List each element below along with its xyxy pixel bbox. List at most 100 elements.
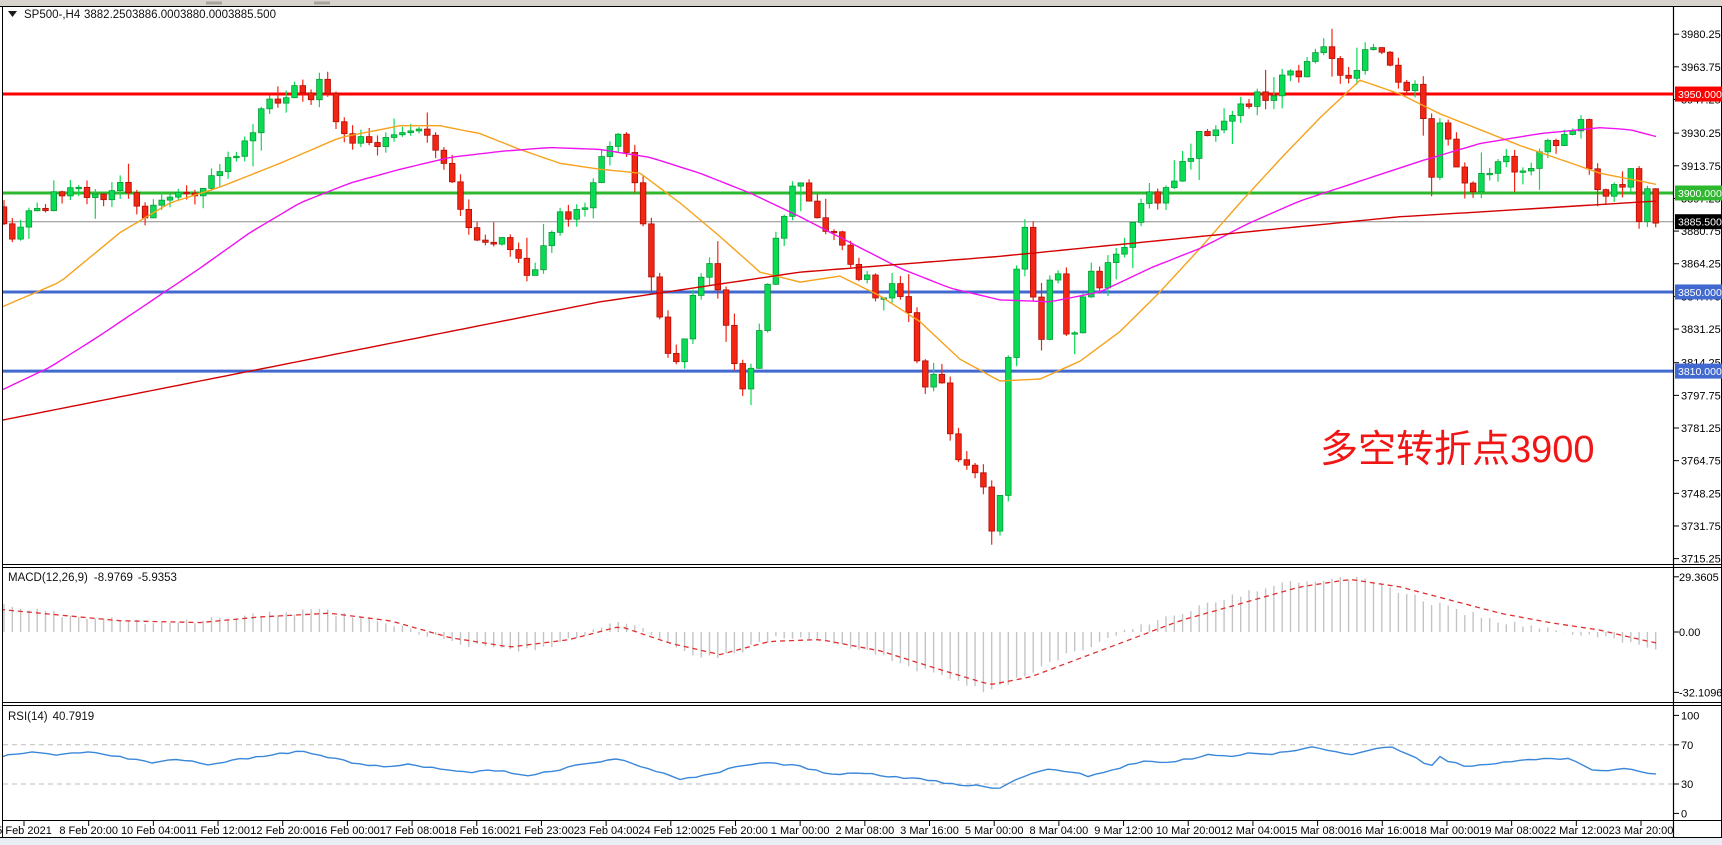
candle-body	[216, 171, 223, 177]
candle-body	[307, 92, 315, 101]
candle	[482, 234, 489, 246]
time-label[interactable]: 18 Feb 16:00	[444, 825, 509, 837]
candle-body	[274, 98, 282, 104]
candle-body	[540, 245, 547, 271]
annotation-text[interactable]: 多空转折点3900	[1320, 429, 1595, 471]
time-label[interactable]: 25 Feb 20:00	[703, 825, 768, 837]
candle-body	[374, 142, 381, 148]
symbol-info-bar[interactable]: SP500-,H4 3882.2503886.0003880.0003885.50…	[8, 9, 276, 21]
candle-body	[1619, 184, 1626, 188]
time-label[interactable]: 1 Mar 00:00	[771, 825, 830, 837]
candle-body	[938, 373, 946, 384]
candle	[1179, 151, 1186, 182]
time-label[interactable]: 22 Mar 12:00	[1544, 825, 1609, 837]
candle-body	[1171, 180, 1178, 188]
candle-body	[1229, 115, 1236, 122]
price-axis-labels: 3980.2503963.7503947.2503930.2503913.750…	[1673, 29, 1722, 566]
symbol-dropdown-icon[interactable]	[8, 11, 17, 17]
price-tick-label: 3831.250	[1681, 324, 1722, 336]
candle	[971, 462, 979, 479]
candle	[1030, 221, 1037, 302]
candle	[316, 72, 323, 108]
candle	[1171, 160, 1178, 190]
time-label[interactable]: 23 Mar 20:00	[1609, 825, 1674, 837]
time-label[interactable]: 10 Feb 04:00	[121, 825, 186, 837]
candle-body	[1063, 273, 1070, 335]
candle-body	[1528, 168, 1535, 172]
candle-body	[556, 211, 564, 233]
candle-body	[922, 360, 929, 388]
candle-body	[963, 459, 970, 466]
time-label[interactable]: 18 Mar 00:00	[1415, 825, 1480, 837]
candle-body	[50, 191, 57, 212]
candle	[133, 189, 140, 215]
time-label[interactable]: 5 Feb 2021	[0, 825, 52, 837]
candle-body	[988, 486, 995, 532]
candle-body	[1005, 357, 1012, 496]
rsi-tick-label: 30	[1681, 779, 1693, 791]
time-label[interactable]: 24 Feb 12:00	[638, 825, 703, 837]
time-label[interactable]: 10 Mar 20:00	[1156, 825, 1221, 837]
time-label[interactable]: 16 Feb 00:00	[315, 825, 380, 837]
macd-tick-label: -32.1096	[1679, 687, 1722, 699]
candle	[1652, 188, 1659, 228]
candle	[1054, 270, 1062, 284]
time-label[interactable]: 11 Feb 12:00	[186, 825, 250, 837]
time-label[interactable]: 16 Mar 16:00	[1350, 825, 1415, 837]
candle-body	[1295, 70, 1302, 78]
candle	[1611, 182, 1618, 202]
time-label[interactable]: 19 Mar 08:00	[1479, 825, 1544, 837]
candle-body	[1652, 188, 1659, 224]
time-label[interactable]: 2 Mar 08:00	[835, 825, 894, 837]
candle-body	[1270, 95, 1278, 101]
candle	[714, 241, 721, 299]
time-label[interactable]: 23 Feb 04:00	[574, 825, 639, 837]
time-label[interactable]: 8 Feb 20:00	[59, 825, 118, 837]
candle-body	[1328, 46, 1336, 59]
time-label[interactable]: 12 Feb 20:00	[250, 825, 315, 837]
candle-body	[1030, 226, 1037, 298]
time-label[interactable]: 8 Mar 04:00	[1030, 825, 1089, 837]
candle	[689, 289, 697, 344]
time-label[interactable]: 12 Mar 04:00	[1221, 825, 1286, 837]
candle	[83, 180, 91, 205]
candle-body	[1187, 158, 1195, 162]
candle-body	[1312, 52, 1319, 62]
time-label[interactable]: 3 Mar 16:00	[900, 825, 959, 837]
candle	[1370, 43, 1377, 51]
candle-body	[390, 134, 398, 138]
candle	[208, 168, 215, 191]
candle-body	[947, 382, 954, 435]
time-label[interactable]: 5 Mar 00:00	[965, 825, 1024, 837]
candle	[357, 129, 365, 148]
badge-label: 3950.000	[1678, 89, 1722, 101]
candle	[540, 223, 547, 274]
candle	[365, 127, 373, 146]
time-label[interactable]: 17 Feb 08:00	[380, 825, 445, 837]
bottom-scroll-strip[interactable]	[0, 838, 1722, 845]
candle-body	[971, 464, 979, 474]
candle-body	[17, 226, 24, 240]
candle	[955, 427, 962, 463]
candle-body	[1577, 119, 1585, 132]
candle	[1154, 188, 1161, 210]
candle-body	[1154, 191, 1161, 204]
time-label[interactable]: 9 Mar 12:00	[1094, 825, 1153, 837]
price-tick-label: 3797.750	[1681, 390, 1722, 402]
top-splitter-bar[interactable]	[0, 0, 1722, 6]
time-axis-labels[interactable]: 5 Feb 2021 8 Feb 20:00 10 Feb 04:00 11 Feb …	[0, 820, 1674, 838]
candle	[947, 376, 954, 441]
time-label[interactable]: 21 Feb 23:00	[509, 825, 574, 837]
candle	[282, 90, 290, 113]
price-tick-label: 3864.250	[1681, 259, 1722, 271]
candle-body	[1237, 103, 1244, 116]
candle-body	[1544, 140, 1551, 153]
time-label[interactable]: 15 Mar 08:00	[1285, 825, 1350, 837]
candle	[814, 194, 821, 219]
price-badges: 3950.000 3900.000 3885.500 3850.000 3810.000	[1675, 86, 1722, 379]
MA-slow-red-line	[3, 200, 1657, 421]
candle	[299, 79, 306, 102]
candle-body	[814, 200, 821, 219]
candle-body	[681, 338, 688, 363]
